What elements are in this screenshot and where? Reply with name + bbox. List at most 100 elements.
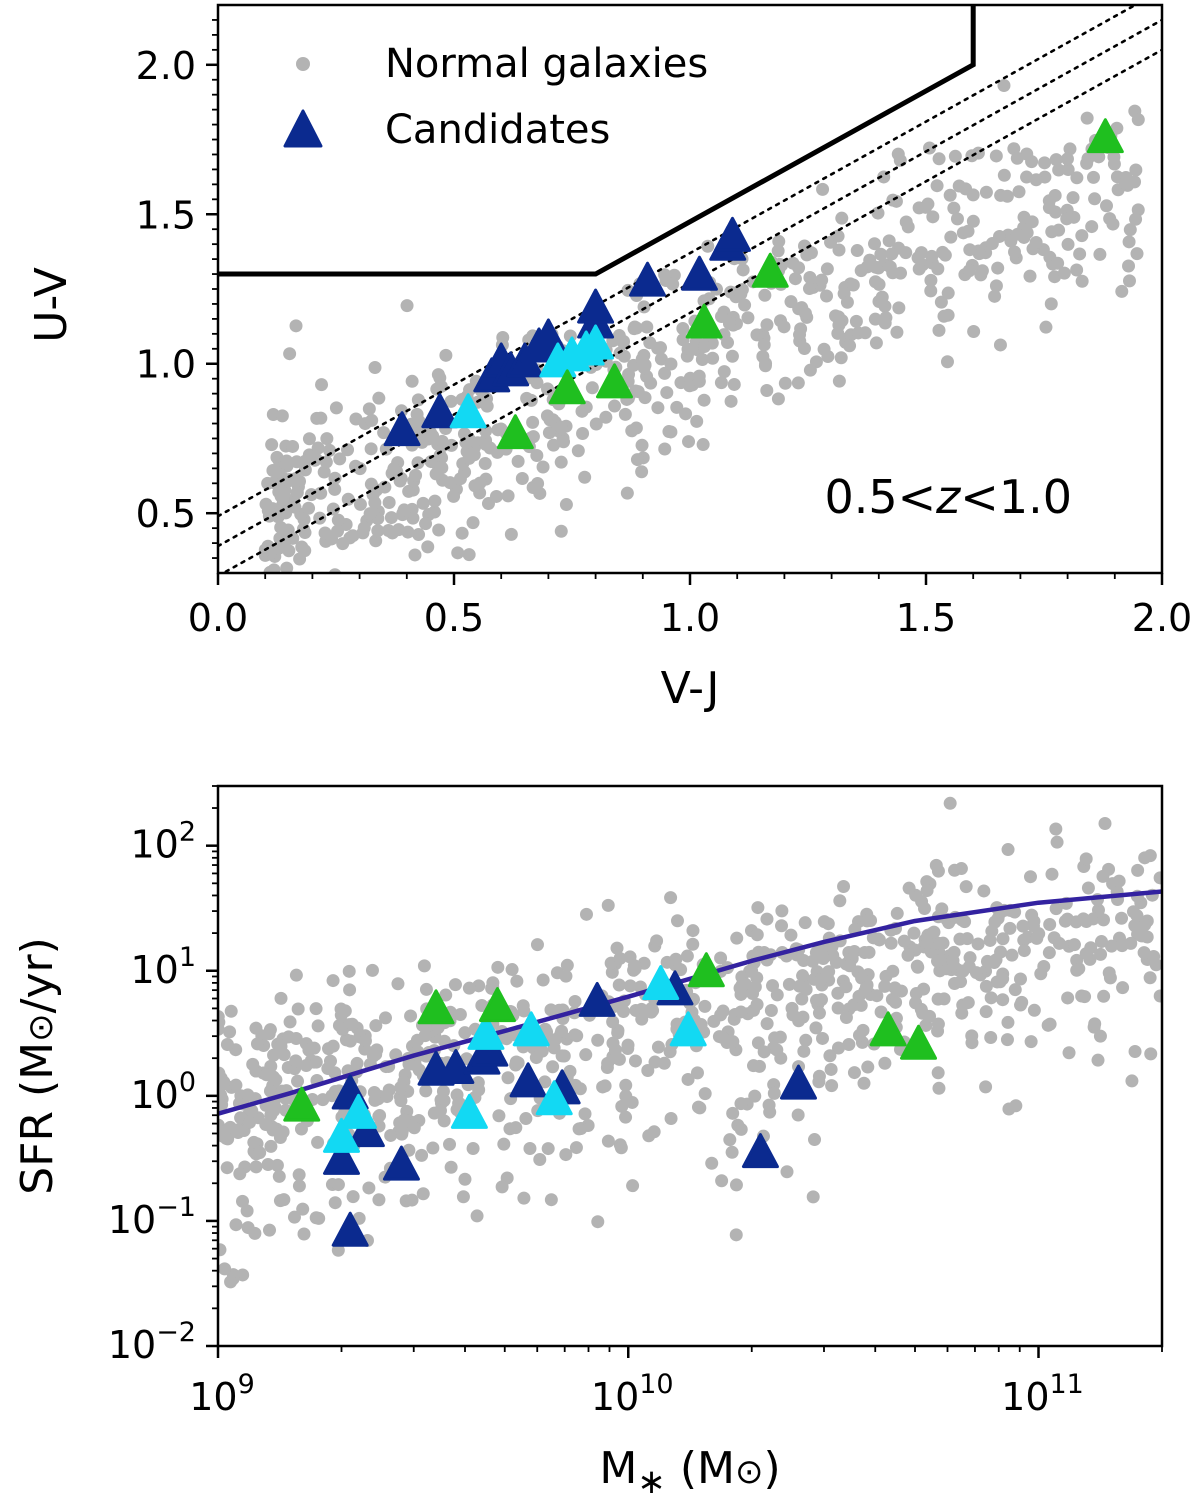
normal-galaxy-point <box>943 796 957 810</box>
y-tick-label: 10−1 <box>108 1192 196 1242</box>
normal-galaxy-point <box>554 524 568 538</box>
normal-galaxy-point <box>405 374 419 388</box>
normal-galaxy-point <box>368 360 382 374</box>
normal-galaxy-point <box>628 962 642 976</box>
normal-galaxy-point <box>943 188 957 202</box>
normal-galaxy-point <box>315 378 329 392</box>
normal-galaxy-point <box>792 1014 806 1028</box>
normal-galaxy-point <box>1026 919 1040 933</box>
normal-galaxy-point <box>1039 320 1053 334</box>
normal-galaxy-point <box>932 323 946 337</box>
normal-galaxy-point <box>515 472 529 486</box>
normal-galaxy-point <box>428 494 442 508</box>
normal-galaxy-point <box>578 1107 592 1121</box>
normal-galaxy-point <box>820 289 834 303</box>
normal-galaxy-point <box>808 1133 822 1147</box>
normal-galaxy-point <box>1008 983 1022 997</box>
normal-galaxy-point <box>1070 953 1084 967</box>
normal-galaxy-point <box>501 489 515 503</box>
normal-galaxy-point <box>803 271 817 285</box>
normal-galaxy-point <box>989 279 1003 293</box>
normal-galaxy-point <box>224 1275 238 1289</box>
normal-galaxy-point <box>317 465 331 479</box>
normal-galaxy-point <box>323 1054 337 1068</box>
normal-galaxy-point <box>629 321 643 335</box>
normal-galaxy-point <box>1143 971 1157 985</box>
y-tick-label: 2.0 <box>136 44 196 88</box>
normal-galaxy-point <box>323 443 337 457</box>
normal-galaxy-point <box>1020 226 1034 240</box>
normal-galaxy-point <box>1042 946 1056 960</box>
normal-galaxy-point <box>384 511 398 525</box>
normal-galaxy-point <box>658 366 672 380</box>
normal-galaxy-point <box>353 497 367 511</box>
normal-galaxy-point <box>362 402 376 416</box>
normal-galaxy-point <box>249 1160 263 1174</box>
normal-galaxy-point <box>620 486 634 500</box>
normal-galaxy-point <box>259 581 272 594</box>
normal-galaxy-point <box>1017 944 1031 958</box>
normal-galaxy-point <box>263 1084 277 1098</box>
normal-galaxy-point <box>363 507 377 521</box>
normal-galaxy-point <box>249 1021 263 1035</box>
normal-galaxy-point <box>658 442 672 456</box>
normal-galaxy-point <box>220 1037 234 1051</box>
normal-galaxy-point <box>1094 935 1108 949</box>
normal-galaxy-point <box>771 244 785 258</box>
normal-galaxy-point <box>458 1172 472 1186</box>
normal-galaxy-point <box>368 496 382 510</box>
normal-galaxy-point <box>690 1066 704 1080</box>
normal-galaxy-point <box>911 251 925 265</box>
normal-galaxy-point <box>931 262 945 276</box>
normal-galaxy-point <box>698 1087 712 1101</box>
normal-galaxy-point <box>767 1086 781 1100</box>
normal-galaxy-point <box>303 612 316 625</box>
normal-galaxy-point <box>219 1131 233 1145</box>
normal-galaxy-point <box>890 325 904 339</box>
normal-galaxy-point <box>682 435 696 449</box>
normal-galaxy-point <box>591 1033 605 1047</box>
normal-galaxy-point <box>283 1015 297 1029</box>
normal-galaxy-point <box>920 884 934 898</box>
normal-galaxy-point <box>717 365 731 379</box>
normal-galaxy-point <box>492 1109 506 1123</box>
normal-galaxy-point <box>1131 863 1145 877</box>
normal-galaxy-point <box>1067 938 1081 952</box>
normal-galaxy-point <box>290 455 304 469</box>
normal-galaxy-point <box>751 901 765 915</box>
uvj-panel: 0.0 0.5 1.0 1.5 2.0 0.5 1.0 1.5 2.0 Normal galax… <box>26 3 1192 714</box>
normal-galaxy-point <box>890 906 904 920</box>
normal-galaxy-point <box>963 951 977 965</box>
candidate-point <box>535 1080 573 1116</box>
normal-galaxy-point <box>546 1060 560 1074</box>
normal-galaxy-point <box>1128 919 1142 933</box>
normal-galaxy-point <box>218 1089 226 1103</box>
normal-galaxy-point <box>1025 908 1039 922</box>
normal-galaxy-point <box>1102 862 1116 876</box>
normal-galaxy-point <box>1058 914 1072 928</box>
normal-galaxy-point <box>455 526 469 540</box>
normal-galaxy-point <box>846 278 860 292</box>
normal-galaxy-point <box>281 523 295 537</box>
normal-galaxy-point <box>1094 947 1108 961</box>
normal-galaxy-point <box>276 1125 290 1139</box>
candidate-point <box>496 414 534 450</box>
normal-galaxy-point <box>536 460 550 474</box>
normal-galaxy-point <box>829 309 843 323</box>
normal-galaxy-point <box>263 565 277 573</box>
normal-galaxy-point <box>996 993 1010 1007</box>
normal-galaxy-point <box>1000 1033 1014 1047</box>
normal-galaxy-point <box>695 353 709 367</box>
normal-galaxy-point <box>563 1064 577 1078</box>
x-axis-label: M∗ (M⊙) <box>599 1443 780 1499</box>
normal-galaxy-point <box>757 338 771 352</box>
normal-galaxy-point <box>628 1054 642 1068</box>
normal-galaxy-point <box>286 439 300 453</box>
normal-galaxy-point <box>411 393 425 407</box>
candidate-point <box>382 1145 420 1181</box>
normal-galaxy-point <box>692 369 706 383</box>
normal-galaxy-point <box>292 1179 306 1193</box>
normal-galaxy-point <box>878 979 892 993</box>
normal-galaxy-point <box>1131 113 1145 127</box>
normal-galaxy-point <box>686 937 700 951</box>
